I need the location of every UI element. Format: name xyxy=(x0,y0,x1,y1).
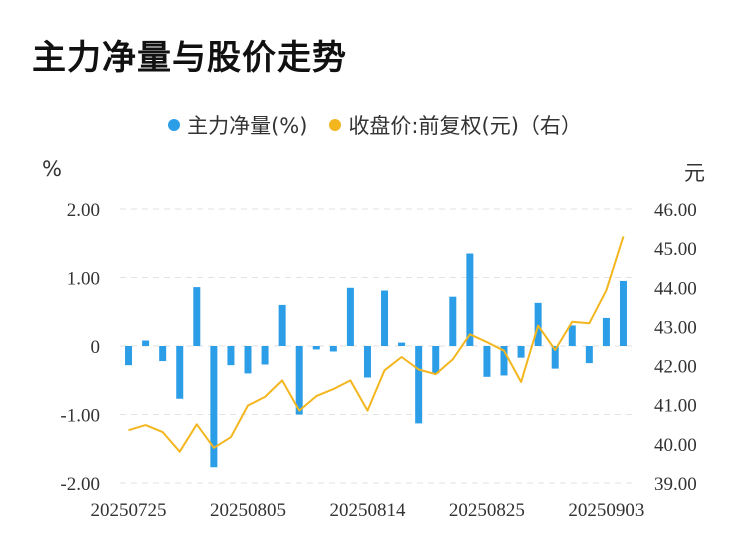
legend-item-net-volume[interactable]: 主力净量(%) xyxy=(168,110,307,140)
net-volume-bar xyxy=(449,296,457,346)
net-volume-bar xyxy=(585,346,593,364)
net-volume-bar xyxy=(244,346,252,374)
net-volume-bar xyxy=(125,346,133,366)
net-volume-bar xyxy=(568,325,576,346)
net-volume-bar xyxy=(278,304,286,346)
net-volume-bar xyxy=(517,346,525,358)
net-volume-bar xyxy=(329,346,337,352)
x-tick-label: 20250903 xyxy=(568,500,644,521)
net-volume-bar xyxy=(466,253,474,346)
left-tick-label: -1.00 xyxy=(60,406,100,427)
net-volume-bar xyxy=(227,346,235,366)
net-volume-bar xyxy=(363,346,371,378)
x-tick-label: 20250805 xyxy=(210,500,286,521)
net-volume-bar xyxy=(142,340,150,346)
right-tick-label: 44.00 xyxy=(654,278,697,299)
net-volume-bar xyxy=(381,290,389,346)
legend-line-swatch xyxy=(329,119,342,131)
net-volume-bar xyxy=(176,346,184,399)
net-volume-bar xyxy=(295,346,303,415)
net-volume-bar xyxy=(159,346,167,362)
net-volume-bar xyxy=(261,346,269,365)
chart-title: 主力净量与股价走势 xyxy=(32,38,347,78)
net-volume-bar xyxy=(398,342,406,346)
right-tick-label: 43.00 xyxy=(654,317,697,338)
left-tick-label: 0 xyxy=(91,337,101,358)
right-tick-label: 40.00 xyxy=(654,435,697,456)
right-tick-label: 41.00 xyxy=(654,396,697,417)
left-tick-label: 1.00 xyxy=(67,269,100,290)
net-volume-bar xyxy=(210,346,218,468)
net-volume-bar xyxy=(602,317,610,346)
net-volume-bar xyxy=(534,302,542,346)
right-tick-label: 45.00 xyxy=(654,239,697,260)
net-volume-bar xyxy=(500,346,508,376)
right-tick-label: 39.00 xyxy=(654,474,697,495)
net-volume-bar xyxy=(432,346,440,374)
right-tick-label: 46.00 xyxy=(654,200,697,221)
legend-label-close-price: 收盘价:前复权(元)（右） xyxy=(348,114,582,138)
x-tick-label: 20250814 xyxy=(329,500,406,521)
left-tick-label: 2.00 xyxy=(67,200,100,221)
chart-legend: 主力净量(%) 收盘价:前复权(元)（右） xyxy=(0,110,750,140)
left-axis-unit: % xyxy=(42,157,62,181)
right-tick-label: 42.00 xyxy=(654,357,697,378)
close-price-line xyxy=(128,236,625,453)
net-volume-bar xyxy=(193,287,201,346)
left-tick-label: -2.00 xyxy=(60,474,100,495)
net-volume-bar xyxy=(312,346,320,350)
net-volume-bar xyxy=(346,287,354,346)
legend-item-close-price[interactable]: 收盘价:前复权(元)（右） xyxy=(329,110,582,140)
legend-bar-swatch xyxy=(168,119,181,131)
legend-label-net-volume: 主力净量(%) xyxy=(187,114,308,138)
right-axis-unit: 元 xyxy=(684,161,705,185)
net-volume-bar xyxy=(483,346,491,377)
x-tick-label: 20250725 xyxy=(91,500,167,521)
net-volume-bar xyxy=(415,346,423,424)
x-tick-label: 20250825 xyxy=(449,500,525,521)
net-volume-bar xyxy=(551,346,559,369)
net-volume-bar xyxy=(619,280,627,346)
